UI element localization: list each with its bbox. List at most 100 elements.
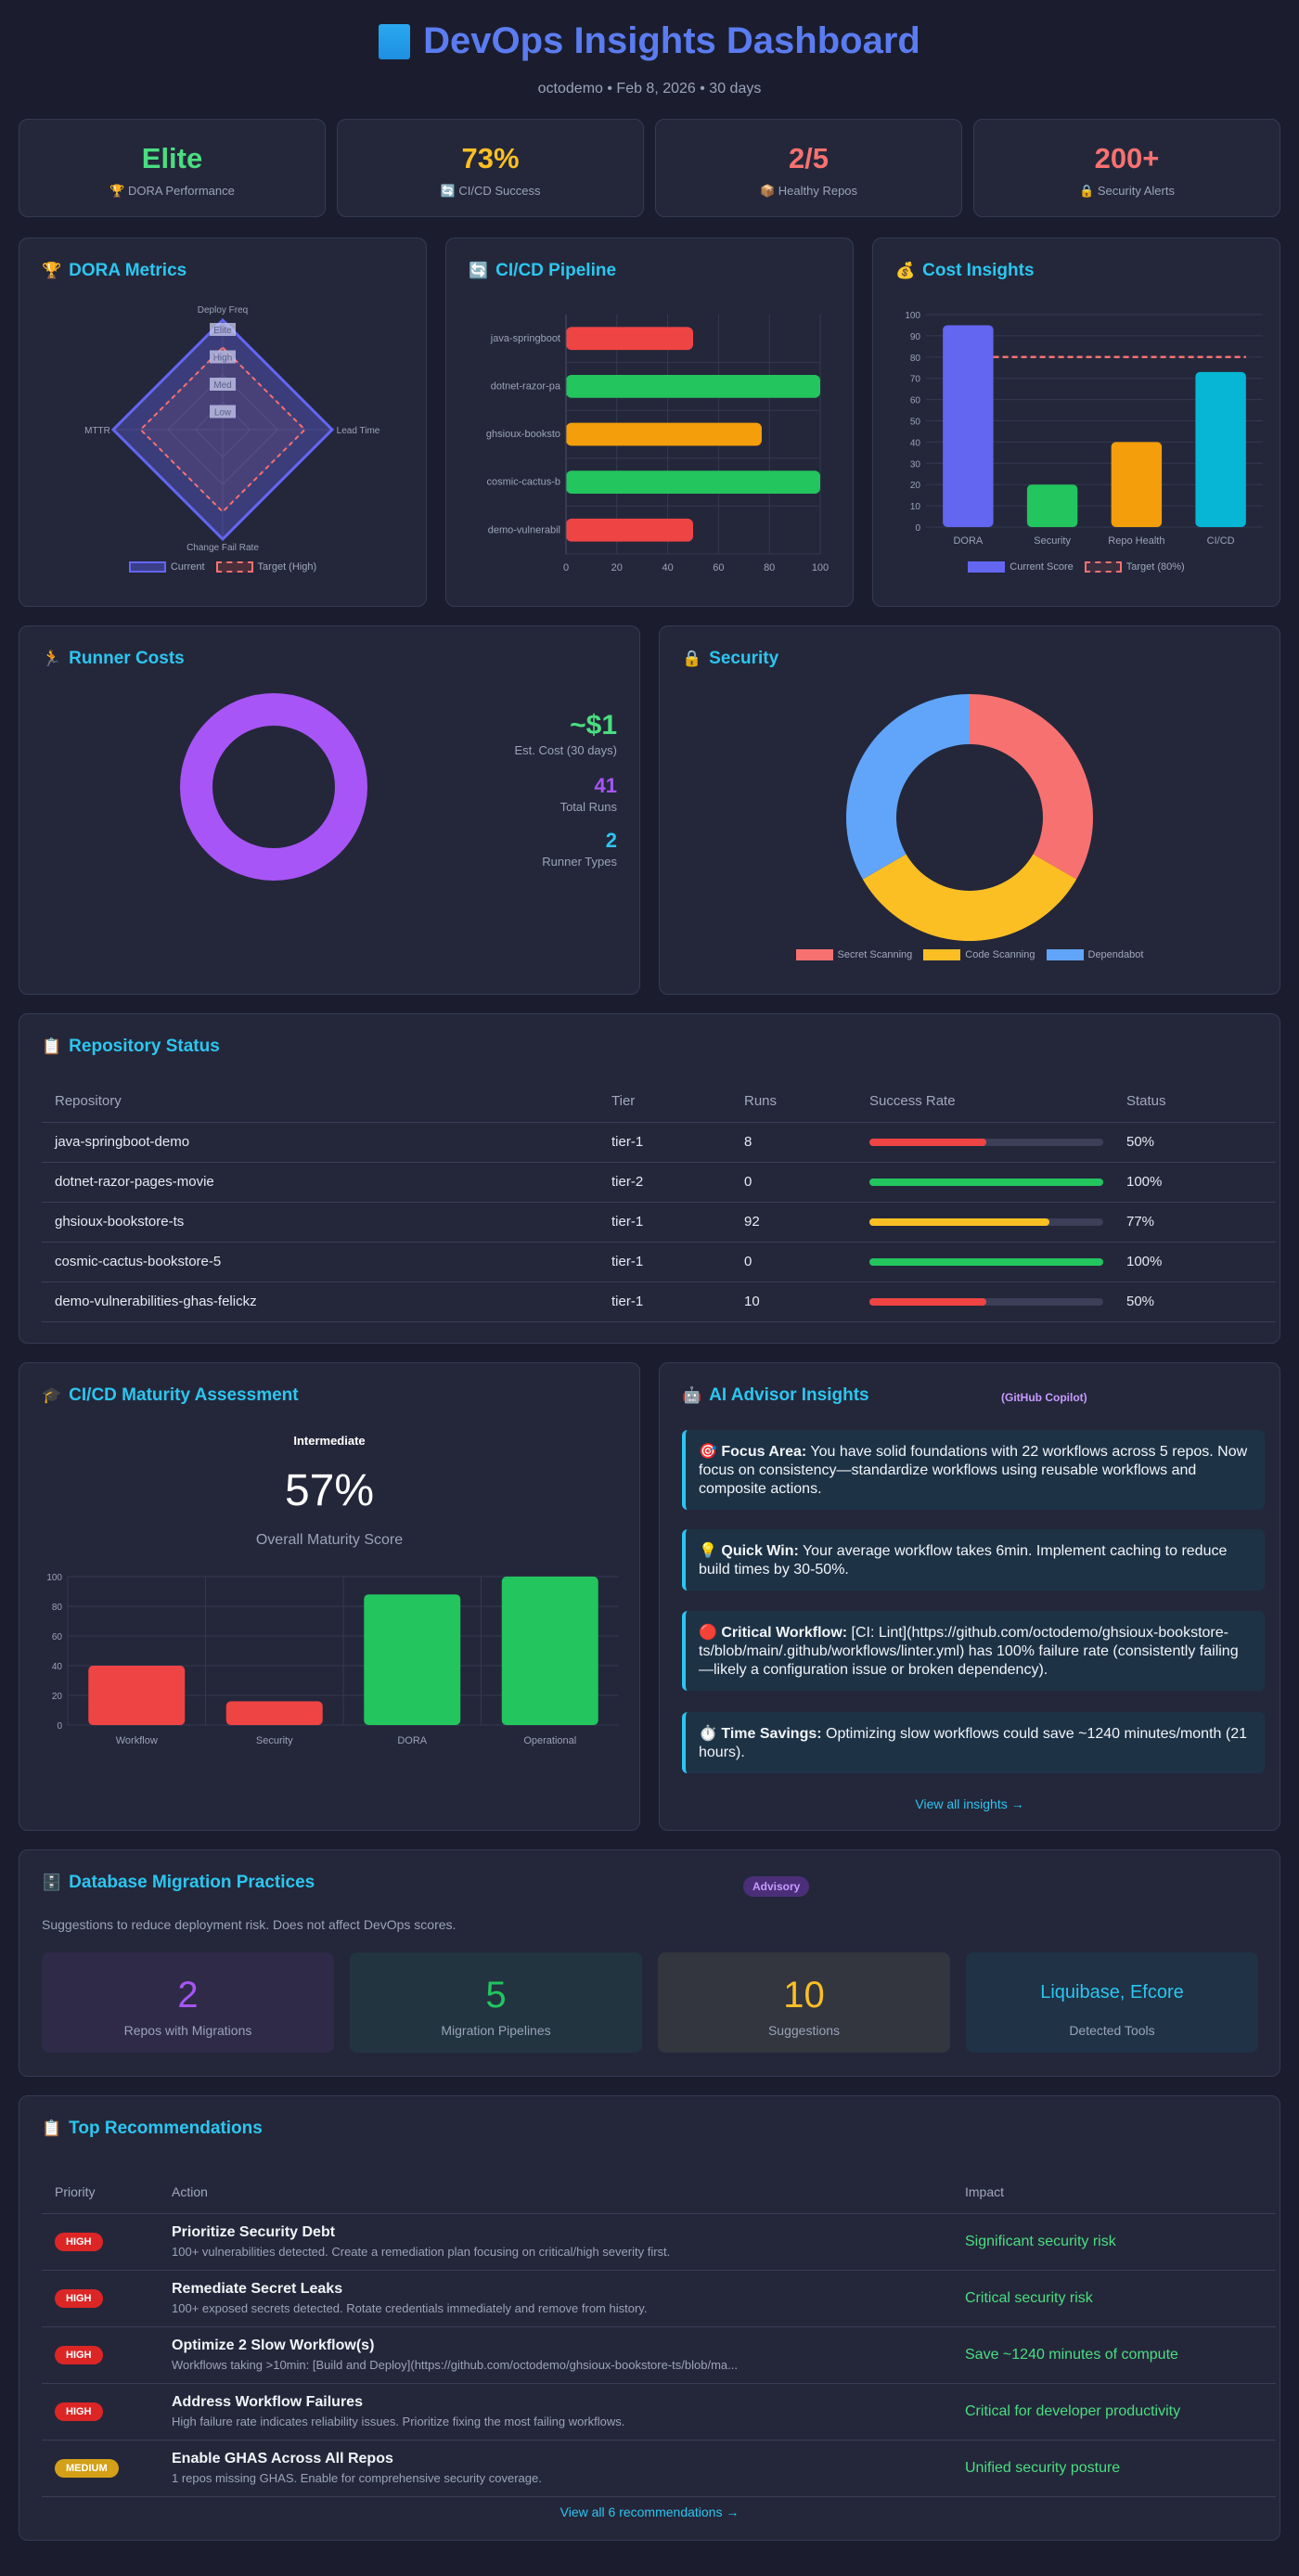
bar-demo-vulnerabil [566,518,693,542]
table-header-row: Repository Tier Runs Success Rate Status [42,1081,1276,1123]
refresh-icon: 🔄 [440,184,456,198]
repo-name: demo-vulnerabilities-ghas-felickz [42,1282,598,1322]
success-rate-cell [856,1202,1113,1243]
kpi-label: 🔄 CI/CD Success [440,184,541,198]
repo-name: dotnet-razor-pages-movie [42,1162,598,1203]
x-tick-label: 100 [812,562,829,573]
y-tick-label: 70 [910,375,921,385]
success-rate-cell [856,1242,1113,1282]
card-title: 🔄 CI/CD Pipeline [469,261,617,280]
kpi-label: 📦 Healthy Repos [759,184,858,198]
recommendation-row[interactable]: MEDIUM Enable GHAS Across All Repos 1 repo… [42,2440,1276,2497]
bar-operational [501,1577,598,1725]
robot-icon: 🤖 [682,1386,702,1404]
red-circle-icon: 🔴 [699,1625,717,1641]
y-tick-label: demo-vulnerabil [488,524,560,535]
pipeline-bar-chart: 0 20 40 60 80 100 java-springboot dotnet-razor-… [486,315,829,573]
table-row[interactable]: cosmic-cactus-bookstore-5 tier-1 0 100% [42,1242,1276,1282]
view-all-recommendations-link[interactable]: View all 6 recommendations → [559,2505,740,2519]
y-tick-label: 0 [57,1721,62,1732]
impact-cell: Save ~1240 minutes of compute [952,2326,1276,2384]
bar-dora [364,1594,461,1725]
x-tick-label: DORA [953,535,983,547]
priority-badge: MEDIUM [55,2458,119,2478]
tile-label: Detected Tools [1069,2023,1155,2038]
action-title: Address Workflow Failures [172,2394,363,2410]
table-row[interactable]: dotnet-razor-pages-movie tier-2 0 100% [42,1162,1276,1203]
kpi-card-cicd: 73% 🔄 CI/CD Success [337,119,644,217]
trophy-icon: 🏆 [42,262,62,279]
security-card: 🔒 Security Secret Scanning Code Scanning … [659,625,1280,995]
tile-value: Liquibase, Efcore [1040,1982,1184,2003]
repo-name: ghsioux-bookstore-ts [42,1202,598,1243]
view-all-insights-link[interactable]: View all insights → [915,1797,1024,1811]
action-cell: Enable GHAS Across All Repos 1 repos miss… [159,2440,952,2497]
recommendation-row[interactable]: HIGH Prioritize Security Debt 100+ vulnera… [42,2213,1276,2271]
repo-runs: 0 [731,1162,856,1203]
table-header-row: Priority Action Impact [42,2170,1276,2214]
tile-detected-tools: Liquibase, Efcore Detected Tools [966,1952,1258,2053]
action-cell: Remediate Secret Leaks 100+ exposed secre… [159,2270,952,2327]
y-tick-label: 100 [46,1573,62,1583]
cost-bar-chart: 0 10 20 30 40 50 60 70 80 90 100 DORA Security Repo H… [905,311,1263,547]
tile-label: Migration Pipelines [441,2023,551,2038]
security-slice-0 [970,694,1093,880]
success-rate-cell [856,1162,1113,1203]
graduation-cap-icon: 🎓 [42,1386,62,1404]
bar-dora [943,325,994,527]
legend-current-score: Current Score [968,561,1074,573]
column-header: Success Rate [856,1081,1113,1123]
column-header: Tier [598,1081,731,1123]
lock-icon: 🔒 [1079,184,1095,198]
recommendation-row[interactable]: HIGH Optimize 2 Slow Workflow(s) Workflows… [42,2326,1276,2384]
bar-security [225,1701,323,1725]
action-cell: Optimize 2 Slow Workflow(s) Workflows tak… [159,2326,952,2384]
kpi-label: 🔒 Security Alerts [1079,184,1175,198]
x-tick-label: 80 [764,562,775,573]
refresh-icon: 🔄 [469,262,489,279]
table-row[interactable]: java-springboot-demo tier-1 8 50% [42,1122,1276,1163]
y-tick-label: 20 [52,1692,63,1702]
repo-status-card: 📋 Repository Status Repository Tier Runs … [19,1013,1280,1344]
repo-tier: tier-1 [598,1202,731,1243]
kpi-card-security: 200+ 🔒 Security Alerts [973,119,1280,217]
column-header: Repository [42,1081,598,1123]
tile-migration-pipelines: 5 Migration Pipelines [350,1952,642,2053]
radar-ring-label: High [213,354,233,364]
priority-badge: HIGH [55,2288,103,2308]
copilot-badge: (GitHub Copilot) [1001,1391,1087,1404]
maturity-bar-chart: 0 20 40 60 80 100 Workflow Security DORA Operatio… [46,1573,619,1746]
axis-label-mttr: MTTR [84,426,110,436]
column-header: Status [1113,1081,1276,1123]
runner-types-label: Runner Types [542,855,617,869]
x-tick-label: 20 [611,562,623,573]
column-header: Action [159,2170,952,2214]
tile-value: 2 [177,1975,199,2016]
x-tick-label: Repo Health [1108,535,1164,547]
page-title: DevOps Insights Dashboard [379,20,920,62]
maturity-level: Intermediate [293,1434,366,1448]
recommendation-row[interactable]: HIGH Remediate Secret Leaks 100+ exposed s… [42,2270,1276,2327]
clipboard-icon: 📋 [42,2119,62,2137]
repo-tier: tier-1 [598,1242,731,1282]
dashboard-header: DevOps Insights Dashboard octodemo • Feb… [0,0,1299,104]
table-row[interactable]: demo-vulnerabilities-ghas-felickz tier-1 1… [42,1282,1276,1322]
y-tick-label: cosmic-cactus-b [487,477,560,488]
success-rate-fill [869,1138,986,1146]
table-row[interactable]: ghsioux-bookstore-ts tier-1 92 77% [42,1202,1276,1243]
total-runs-label: Total Runs [559,800,617,814]
kpi-value: 73% [461,142,520,174]
card-title: 🔒 Security [682,649,779,668]
security-legend: Secret Scanning Code Scanning Dependabot [660,949,1280,961]
repo-runs: 92 [731,1202,856,1243]
tile-label: Repos with Migrations [123,2023,252,2038]
action-title: Prioritize Security Debt [172,2224,336,2240]
recommendation-row[interactable]: HIGH Address Workflow Failures High failur… [42,2383,1276,2441]
radar-ring-label: Low [214,408,232,419]
y-tick-label: 80 [910,354,921,364]
migration-card: 🗄️ Database Migration Practices Advisory … [19,1849,1280,2077]
runner-stats: ~$1 Est. Cost (30 days) 41 Total Runs 2 … [514,710,617,869]
axis-label-lead-time: Lead Time [337,426,380,436]
tile-label: Suggestions [767,2023,841,2038]
success-rate-fill [869,1297,986,1306]
